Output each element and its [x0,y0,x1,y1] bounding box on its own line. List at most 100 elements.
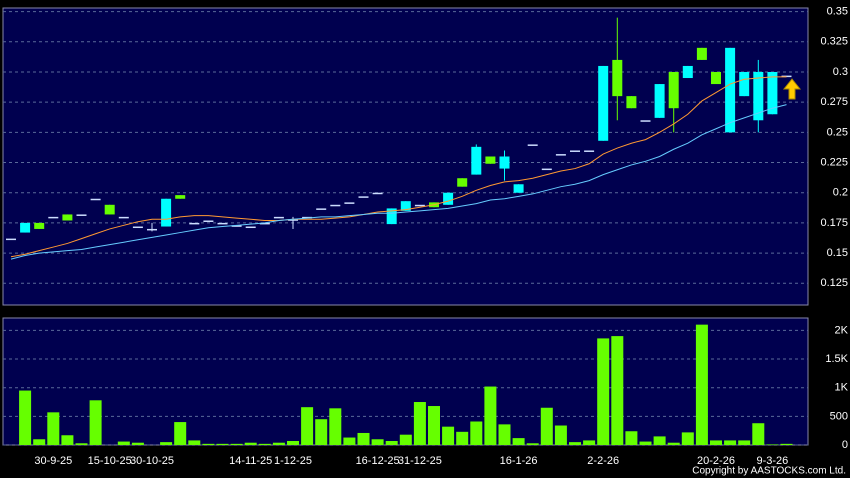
y-tick-label: 0.3 [833,66,848,78]
volume-bar [89,400,102,445]
volume-bar [724,440,737,445]
y-tick-label: 1K [835,382,849,394]
candle-body [711,71,721,85]
volume-bar [117,441,130,445]
volume-bar [653,436,666,445]
volume-bar [244,442,257,445]
y-tick-label: 0.35 [827,6,848,18]
volume-bar [272,442,285,445]
candle-body [231,225,242,227]
volume-bar [75,443,88,445]
volume-bar [569,442,581,445]
arrow-icon [782,78,802,100]
candle-body [457,178,468,187]
candle-body [753,71,764,121]
volume-bar [597,338,610,445]
candle-body [640,120,651,122]
candle-body [147,228,157,231]
x-tick-label: 2-2-26 [587,455,619,467]
volume-bar [470,421,483,445]
y-tick-label: 0.125 [820,277,848,289]
candle-body [118,216,129,219]
candle-body [76,214,87,216]
x-tick-label: 31-12-25 [398,455,442,467]
candle-body [288,219,298,221]
candle-body [48,216,59,219]
volume-bar [230,443,243,445]
candle-body [570,150,580,152]
candle-body [485,156,496,164]
candle-body [682,65,693,79]
candle-body [696,47,707,60]
candle-body [189,222,200,225]
candle-body [386,208,397,225]
candle-body [330,204,341,207]
y-tick-label: 0.15 [827,247,848,259]
volume-bar [681,432,694,445]
volume-bar [512,438,525,445]
y-tick-label: 500 [830,410,848,422]
copyright: Copyright by AASTOCKS.com Ltd. [692,466,846,477]
candle-body [654,84,665,118]
candle-body [175,195,186,199]
candle-body [203,220,214,222]
volume-bar [371,439,384,445]
y-tick-label: 0.2 [833,187,848,199]
candle-body [584,150,595,152]
candle-body [217,222,228,225]
candle-body [598,65,609,141]
volume-bar [33,439,46,445]
y-tick-label: 1.5K [825,353,848,365]
candle-body [34,222,45,229]
volume-bar [160,442,173,445]
volume-bar [738,440,751,445]
y-tick-label: 2K [835,324,849,336]
y-tick-label: 0.225 [820,156,848,168]
volume-bar [258,443,271,445]
candle-body [541,168,552,171]
candle-body [20,222,31,233]
volume-bar [611,336,624,445]
volume-bar [343,437,356,445]
candle-body [527,144,538,146]
candle-body [443,192,454,205]
volume-bar [174,422,187,445]
volume-bar [315,419,328,445]
x-tick-label: 20-2-26 [697,455,735,467]
candle-body [513,184,524,193]
y-tick-label: 0.175 [820,217,848,229]
volume-bar [766,444,779,445]
moving-average-line [10,104,787,260]
volume-bar [667,442,680,445]
volume-bar [131,442,144,445]
volume-bar [188,440,201,445]
x-tick-label: 30-10-25 [130,455,174,467]
candle-body [767,71,778,115]
volume-bar [639,441,652,445]
candle-body [259,222,270,225]
candle-body [372,192,383,195]
volume-bar [456,431,469,445]
plot-layer: 0.125 0.15 0.175 0.2 0.225 0.25 0.275 0.3 0.325 0… [3,6,849,467]
volume-panel [2,317,809,446]
y-tick-label: 0.25 [827,126,848,138]
candle-body [6,238,16,241]
price-panel [2,7,809,306]
candle-body [668,71,679,109]
volume-bar [583,440,596,445]
volume-bar [484,386,497,445]
volume-bar [752,423,765,445]
volume-bar [47,412,60,445]
x-tick-label: 16-1-26 [500,455,538,467]
x-tick-label: 1-12-25 [274,455,312,467]
candle-body [316,208,327,210]
candle-body [132,226,143,229]
x-tick-label: 30-9-25 [34,455,72,467]
volume-bar [399,434,412,445]
volume-bar [526,443,539,445]
candle-body [739,71,750,97]
y-tick-label: 0.325 [820,36,848,48]
candle-body [555,154,566,156]
